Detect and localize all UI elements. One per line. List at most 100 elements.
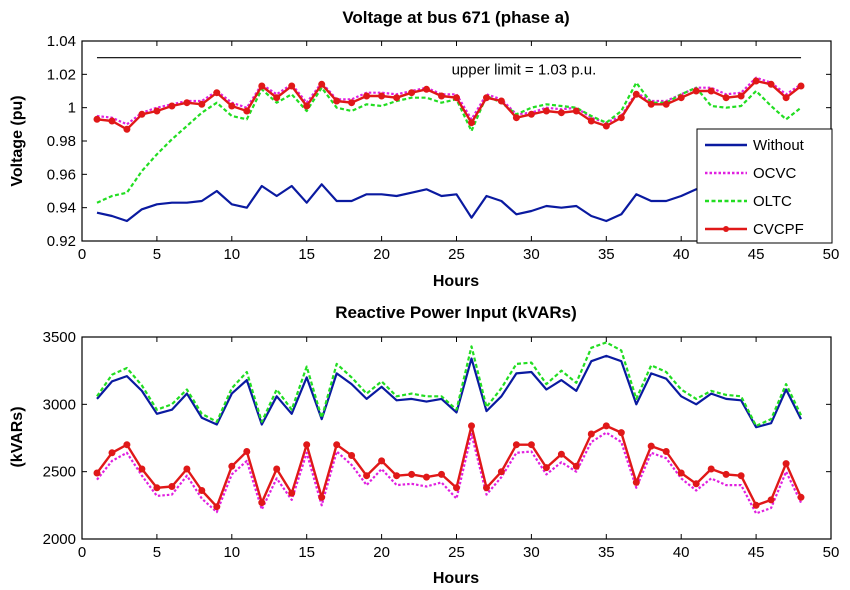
data-point-cvcpf (258, 499, 266, 507)
series-line-ocvc (96, 431, 802, 515)
data-point-cvcpf (737, 92, 745, 100)
data-point-cvcpf (408, 89, 416, 97)
data-point-cvcpf (677, 94, 685, 102)
x-tick-label: 10 (223, 544, 240, 561)
data-point-cvcpf (572, 107, 580, 115)
data-point-cvcpf (647, 442, 655, 450)
data-point-cvcpf (797, 82, 805, 90)
data-point-cvcpf (348, 452, 356, 459)
data-point-cvcpf (423, 473, 430, 481)
data-point-cvcpf (363, 92, 371, 100)
data-point-cvcpf (497, 468, 505, 476)
data-point-cvcpf (707, 87, 715, 95)
x-tick-label: 0 (78, 544, 86, 561)
chart-title: Reactive Power Input (kVARs) (335, 303, 577, 322)
data-point-cvcpf (707, 465, 715, 473)
data-point-cvcpf (572, 462, 580, 470)
data-point-cvcpf (468, 422, 475, 430)
data-point-cvcpf (198, 100, 206, 108)
data-point-cvcpf (363, 472, 371, 480)
data-point-cvcpf (378, 92, 386, 100)
series-line-cvcpf (96, 424, 803, 508)
data-point-cvcpf (737, 472, 745, 480)
x-tick-label: 35 (598, 246, 615, 263)
legend: Without OCVC OLTC CVCPF (696, 128, 833, 244)
data-point-cvcpf (348, 99, 356, 107)
x-tick-label: 20 (373, 544, 390, 561)
voltage-chart: Voltage at bus 671 (phase a) Hours Volta… (9, 8, 839, 290)
y-tick-label: 1 (68, 100, 76, 117)
y-tick-label: 0.98 (47, 133, 76, 150)
data-point-cvcpf (153, 107, 161, 115)
data-point-cvcpf (378, 457, 386, 465)
y-tick-label: 3000 (43, 396, 76, 413)
data-point-cvcpf (123, 441, 131, 449)
data-point-cvcpf (228, 462, 236, 470)
x-tick-label: 5 (153, 246, 161, 263)
data-point-cvcpf (183, 99, 191, 107)
x-tick-label: 45 (748, 544, 765, 561)
series-lines (93, 341, 805, 515)
legend-label-without: Without (753, 137, 805, 154)
series-line-without (96, 173, 802, 223)
data-point-cvcpf (108, 449, 116, 457)
data-point-cvcpf (782, 460, 790, 468)
data-point-cvcpf (767, 496, 775, 504)
y-tick-label: 0.94 (47, 200, 76, 217)
y-tick-label: 0.92 (47, 233, 76, 250)
tick-labels: 0 5 10 15 20 25 30 35 40 45 50 2000 2500 3000 3500 (43, 329, 840, 561)
data-point-cvcpf (542, 107, 550, 115)
y-tick-label: 1.04 (47, 33, 76, 50)
legend-label-ocvc: OCVC (753, 165, 797, 182)
data-point-cvcpf (303, 441, 311, 449)
data-point-cvcpf (692, 480, 700, 488)
data-point-cvcpf (318, 493, 326, 501)
series-line-without (96, 354, 802, 429)
data-point-cvcpf (692, 87, 700, 95)
data-point-cvcpf (767, 80, 775, 88)
data-point-cvcpf (168, 483, 176, 490)
data-point-cvcpf (782, 94, 790, 102)
legend-box (696, 128, 833, 244)
x-tick-label: 50 (823, 246, 840, 263)
data-point-cvcpf (527, 110, 535, 118)
x-tick-label: 30 (523, 246, 540, 263)
legend-label-cvcpf: CVCPF (753, 221, 804, 238)
series-lines (93, 76, 805, 223)
y-tick-label: 2500 (43, 464, 76, 481)
y-tick-label: 0.96 (47, 166, 76, 183)
x-tick-label: 35 (598, 544, 615, 561)
upper-limit-label: upper limit = 1.03 p.u. (452, 62, 597, 79)
x-tick-label: 40 (673, 544, 690, 561)
data-point-cvcpf (243, 448, 251, 455)
data-point-cvcpf (123, 125, 131, 133)
data-point-cvcpf (453, 484, 460, 492)
data-point-cvcpf (512, 114, 520, 122)
x-tick-label: 40 (673, 246, 690, 263)
data-point-cvcpf (752, 77, 760, 85)
x-tick-label: 15 (298, 544, 315, 561)
data-point-cvcpf (243, 107, 251, 115)
data-point-cvcpf (93, 469, 101, 477)
data-point-cvcpf (453, 94, 460, 102)
chart-title: Voltage at bus 671 (phase a) (342, 8, 569, 27)
x-tick-label: 0 (78, 246, 86, 263)
data-point-cvcpf (587, 117, 595, 125)
data-point-cvcpf (557, 109, 565, 117)
data-point-cvcpf (213, 89, 221, 97)
data-point-cvcpf (722, 470, 730, 478)
data-point-cvcpf (797, 493, 805, 501)
x-tick-label: 15 (298, 246, 315, 263)
data-point-cvcpf (393, 472, 401, 480)
data-point-cvcpf (438, 470, 445, 478)
data-point-cvcpf (617, 429, 625, 437)
data-point-cvcpf (497, 97, 505, 105)
y-axis-label: Voltage (pu) (9, 95, 26, 186)
data-point-cvcpf (288, 489, 296, 497)
x-axis-label: Hours (433, 570, 479, 587)
data-point-cvcpf (483, 484, 490, 492)
data-point-cvcpf (333, 97, 341, 105)
data-point-cvcpf (468, 119, 475, 127)
plot-frame (81, 336, 832, 540)
